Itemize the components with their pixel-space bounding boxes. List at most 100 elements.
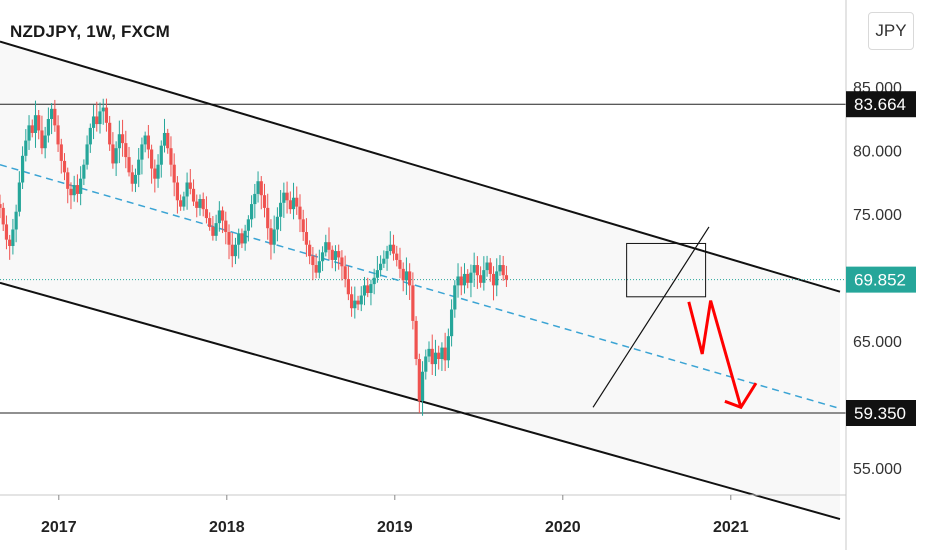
candle-body	[349, 294, 354, 309]
candle-body	[253, 193, 257, 205]
x-axis-tick-label: 2021	[713, 519, 749, 536]
candle-body	[214, 223, 218, 236]
candle-body	[433, 352, 438, 365]
annotation-layer	[592, 226, 758, 410]
chart-title: NZDJPY, 1W, FXCM	[10, 22, 171, 41]
candle-body	[304, 232, 309, 245]
candle-body	[95, 116, 99, 125]
candle-body	[185, 182, 189, 197]
currency-button[interactable]: JPY	[868, 12, 914, 50]
candle-body	[146, 135, 150, 150]
candle-body	[440, 347, 444, 360]
candle-body	[211, 226, 215, 236]
candle-body	[404, 271, 409, 281]
rising-trendline	[592, 226, 710, 408]
candle-body	[314, 265, 318, 273]
candle-body	[311, 256, 315, 266]
drawing-layer	[0, 40, 846, 521]
candle-body	[85, 144, 89, 165]
last-price-label-box	[846, 266, 916, 293]
candle-body	[111, 144, 115, 164]
candle-body	[188, 182, 192, 189]
candle-body	[156, 164, 160, 179]
candle-body	[66, 172, 70, 189]
candle-body	[237, 233, 241, 245]
candle-body	[372, 277, 376, 285]
candle-body	[137, 159, 141, 175]
candle-body	[91, 116, 96, 128]
candle-body	[482, 270, 486, 283]
candle-body	[356, 300, 360, 305]
candle-body	[182, 196, 186, 207]
candle-body	[320, 252, 325, 262]
candle-body	[362, 285, 367, 296]
candle-body	[88, 127, 92, 145]
channel-midline	[0, 163, 841, 410]
candle-body	[62, 160, 67, 173]
candle-body	[75, 185, 80, 194]
candle-body	[291, 197, 296, 210]
candle-body	[217, 210, 221, 224]
candle-body	[191, 188, 196, 202]
candle-body	[104, 107, 109, 123]
candle-body	[0, 204, 2, 208]
candle-body	[469, 272, 473, 283]
projection-arrow	[687, 300, 743, 408]
candle-body	[243, 230, 247, 244]
candle-body	[285, 192, 289, 201]
candle-body	[395, 253, 399, 260]
candle-body	[459, 276, 463, 286]
candle-body	[56, 125, 60, 145]
channel-fill	[0, 41, 840, 520]
candle-body	[427, 348, 431, 357]
candle-body	[246, 219, 250, 231]
candle-body	[443, 347, 447, 361]
x-axis-tick-label: 2019	[377, 519, 413, 536]
candle-body	[420, 371, 425, 401]
candle-body	[53, 108, 57, 126]
candle-body	[269, 228, 273, 245]
candle-body	[330, 249, 334, 260]
candle-body	[40, 130, 44, 149]
candle-body	[308, 244, 312, 257]
candle-body	[437, 352, 441, 360]
candle-body	[224, 220, 228, 233]
candle-body	[172, 164, 176, 183]
candle-body	[150, 149, 154, 169]
candle-body	[8, 239, 12, 246]
resistance-label-box	[846, 91, 916, 118]
candle-body	[220, 210, 225, 221]
candle-body	[449, 309, 454, 337]
candle-body	[233, 244, 238, 257]
candle-body	[401, 268, 405, 281]
candle-body	[272, 229, 276, 245]
candle-body	[472, 265, 476, 273]
candle-body	[369, 284, 373, 293]
candle-body	[501, 265, 505, 276]
candle-body	[33, 115, 38, 133]
candle-body	[495, 271, 499, 286]
candle-body	[130, 172, 134, 184]
candle-body	[17, 182, 21, 212]
candle-body	[140, 144, 144, 160]
candle-body	[366, 285, 370, 293]
candle-body	[59, 144, 63, 161]
candle-body	[504, 275, 509, 280]
candle-body	[179, 200, 183, 207]
candle-body	[256, 181, 260, 194]
candle-body	[159, 145, 163, 165]
candle-body	[108, 122, 112, 145]
candle-body	[479, 275, 483, 283]
candle-body	[453, 285, 457, 310]
candle-body	[411, 285, 415, 321]
candle-body	[388, 244, 392, 252]
candle-body	[127, 157, 131, 173]
candle-body	[30, 125, 34, 133]
candle-body	[288, 200, 292, 210]
candle-body	[195, 201, 199, 208]
candle-body	[120, 134, 125, 144]
candle-body	[382, 258, 386, 264]
candle-body	[1, 207, 5, 225]
